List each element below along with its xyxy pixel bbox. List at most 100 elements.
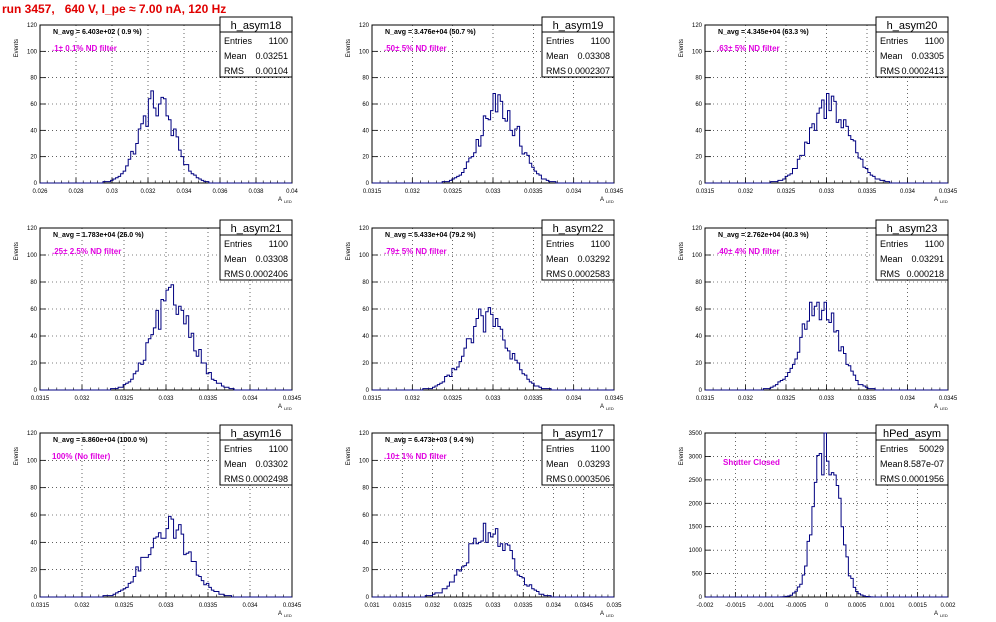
histogram-series-line <box>705 432 948 598</box>
x-tick-label: 0.032 <box>74 396 90 402</box>
stats-rms-value: 0.0002498 <box>245 474 288 484</box>
filter-annotation: 100% (No filter) <box>52 452 111 461</box>
y-tick-label: 2500 <box>689 478 703 484</box>
stats-mean-value: 0.03302 <box>255 459 288 469</box>
filter-annotation: .50± 5% ND filter <box>384 44 447 53</box>
y-tick-label: 1500 <box>689 525 703 531</box>
x-tick-label: 0.0325 <box>443 396 462 402</box>
navg-label: N_avg = 6.403e+02 ( 0.9 %) <box>53 29 142 36</box>
histogram-series-line <box>372 522 614 598</box>
y-tick-label: 500 <box>692 572 703 578</box>
stats-box <box>875 219 949 281</box>
x-tick-label: 0.0005 <box>848 603 867 609</box>
stats-mean-value: 0.03308 <box>577 51 610 61</box>
y-tick-label: 60 <box>30 513 37 519</box>
y-tick-label: 40 <box>695 334 702 340</box>
x-axis-title: A <box>934 197 938 203</box>
x-axis-title: A <box>600 611 604 617</box>
stats-mean-label: Mean <box>224 254 247 264</box>
y-tick-label: 120 <box>27 431 38 437</box>
x-tick-label: -0.0005 <box>786 603 807 609</box>
x-tick-label: 0.0335 <box>199 603 218 609</box>
stats-rms-label: RMS <box>546 66 566 76</box>
stats-box-title: hPed_asym <box>883 428 941 440</box>
histogram-panel-h_asym23: 0.0315 0.032 0.0325 0.033 0.0335 0.034 0.0345 0… <box>679 219 958 411</box>
stats-rms-label: RMS <box>546 474 566 484</box>
y-tick-label: 20 <box>362 361 369 367</box>
y-axis-title: Events <box>679 447 685 465</box>
x-tick-label: 0.0325 <box>443 189 462 195</box>
y-tick-label: 0 <box>699 388 703 394</box>
x-axis-title-subscript: LED <box>284 406 292 411</box>
x-tick-label: 0.0315 <box>31 603 50 609</box>
y-tick-label: 0 <box>699 595 703 601</box>
x-tick-label: 0.0315 <box>696 189 715 195</box>
x-tick-label: 0.0315 <box>363 189 382 195</box>
stats-entries-value: 1100 <box>269 444 288 454</box>
stats-rms-value: 0.0002406 <box>245 269 288 279</box>
stats-box <box>541 16 615 78</box>
y-tick-label: 0 <box>34 595 38 601</box>
stats-entries-value: 1100 <box>925 239 944 249</box>
x-axis-title-subscript: LED <box>940 406 948 411</box>
stats-box <box>219 16 293 78</box>
stats-box-title: h_asym18 <box>231 20 282 32</box>
y-tick-label: 0 <box>34 388 38 394</box>
y-axis-title: Events <box>679 39 685 57</box>
y-tick-label: 60 <box>362 307 369 313</box>
y-tick-label: 80 <box>30 76 37 82</box>
x-tick-label: 0.0335 <box>524 396 543 402</box>
x-tick-label: 0.033 <box>819 189 835 195</box>
histogram-panel-h_asym18: 0.026 0.028 0.03 0.032 0.034 0.036 0.038 0.04 0 2… <box>14 16 298 204</box>
x-tick-label: 0.032 <box>405 396 421 402</box>
histogram-panel-h_asym16: 0.0315 0.032 0.0325 0.033 0.0335 0.034 0.0345 0… <box>14 424 302 618</box>
x-tick-label: 0.0345 <box>605 189 624 195</box>
x-tick-label: 0.038 <box>248 189 264 195</box>
y-tick-label: 80 <box>30 486 37 492</box>
y-tick-label: 80 <box>362 76 369 82</box>
x-tick-label: 0.034 <box>566 189 582 195</box>
y-tick-label: 40 <box>30 540 37 546</box>
histogram-series-line <box>705 301 948 391</box>
stats-box-title: h_asym16 <box>231 428 282 440</box>
x-axis-title: A <box>278 404 282 410</box>
stats-mean-label: Mean <box>546 51 569 61</box>
x-axis-title-subscript: LED <box>940 199 948 204</box>
y-axis-title: Events <box>346 242 352 260</box>
x-tick-label: 0.034 <box>900 189 916 195</box>
x-tick-label: 0.002 <box>940 603 956 609</box>
x-tick-label: 0.0015 <box>908 603 927 609</box>
stats-entries-value: 1100 <box>591 36 610 46</box>
stats-mean-label: Mean <box>224 459 247 469</box>
filter-annotation: .40± 4% ND filter <box>717 247 780 256</box>
y-tick-label: 40 <box>695 128 702 134</box>
y-tick-label: 60 <box>30 307 37 313</box>
x-tick-label: 0.033 <box>485 189 501 195</box>
x-tick-label: 0.0315 <box>363 396 382 402</box>
stats-rms-value: 0.0002583 <box>567 269 610 279</box>
filter-annotation: .10± 1% ND filter <box>384 452 447 461</box>
x-axis-title: A <box>278 611 282 617</box>
navg-label: N_avg = 5.433e+04 (79.2 %) <box>385 232 476 239</box>
y-axis-title: Events <box>14 242 20 260</box>
x-axis-title: A <box>600 404 604 410</box>
x-axis-title-subscript: LED <box>284 613 292 618</box>
x-tick-label: -0.002 <box>696 603 714 609</box>
x-tick-label: 0.0345 <box>283 603 302 609</box>
stats-rms-label: RMS <box>224 66 244 76</box>
x-tick-label: 0.032 <box>405 189 421 195</box>
x-tick-label: 0.001 <box>880 603 896 609</box>
stats-rms-value: 0.000218 <box>906 269 944 279</box>
stats-rms-value: 0.0002413 <box>901 66 944 76</box>
y-tick-label: 20 <box>362 568 369 574</box>
stats-rms-value: 0.0001956 <box>901 474 944 484</box>
x-tick-label: 0.0325 <box>454 603 473 609</box>
x-tick-label: 0.0315 <box>696 396 715 402</box>
stats-entries-label: Entries <box>546 239 575 249</box>
y-tick-label: 100 <box>359 253 370 259</box>
stats-entries-label: Entries <box>880 444 909 454</box>
x-tick-label: 0.036 <box>212 189 228 195</box>
navg-label: N_avg = 3.476e+04 (50.7 %) <box>385 29 476 36</box>
stats-rms-label: RMS <box>880 474 900 484</box>
stats-box-title: h_asym22 <box>553 223 604 235</box>
